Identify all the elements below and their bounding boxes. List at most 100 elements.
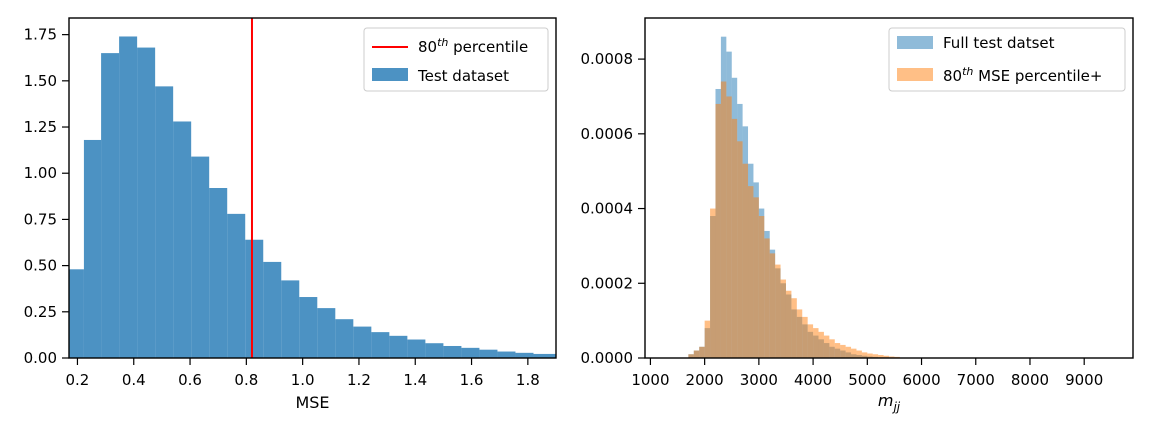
histogram-bar: [769, 253, 776, 358]
y-tick-label: 1.25: [24, 118, 57, 136]
legend-label: 80th percentile: [418, 36, 528, 56]
histogram-bar: [263, 261, 282, 358]
x-tick-label: 7000: [957, 371, 995, 389]
histogram-bar: [807, 324, 814, 358]
histogram-bar: [137, 47, 156, 358]
histogram-bar: [389, 335, 408, 358]
histogram-bar: [872, 354, 879, 358]
histogram-bar: [775, 264, 781, 358]
y-tick-label: 1.50: [24, 72, 57, 90]
legend-label: 80th MSE percentile+: [943, 65, 1102, 85]
x-tick-label: 1.4: [403, 371, 427, 389]
x-tick-label: 1.0: [291, 371, 315, 389]
x-axis-ticks: 1000 2000 3000 4000 5000 6000 7000 8000 9000: [631, 358, 1103, 389]
histogram-bar: [497, 351, 516, 358]
histogram-bar: [693, 350, 700, 358]
x-tick-label: 3000: [740, 371, 778, 389]
x-tick-label: 8000: [1011, 371, 1049, 389]
histogram-bar: [155, 86, 174, 358]
x-tick-label: 4000: [794, 371, 832, 389]
mse-histogram-panel: 0.2 0.4 0.6 0.8 1.0 1.2 1.4 1.6 1.8 0.00 0.25 0.50…: [24, 17, 557, 412]
histogram-bar: [715, 103, 721, 358]
histogram-bar: [191, 156, 210, 358]
legend-label: Test dataset: [417, 67, 509, 85]
histogram-bar: [710, 208, 716, 358]
y-axis-ticks: 0.0000 0.0002 0.0004 0.0006 0.0008: [581, 50, 645, 367]
x-axis-label: MSE: [295, 393, 329, 412]
histogram-bar: [443, 345, 462, 358]
y-tick-label: 1.00: [24, 164, 57, 182]
y-tick-label: 0.0000: [581, 349, 634, 367]
legend-label-rest: MSE percentile+: [973, 67, 1102, 85]
legend-box: [363, 27, 549, 92]
legend-patch-swatch: [897, 68, 933, 81]
legend: 80th percentile Test dataset: [363, 27, 549, 92]
histogram-bar: [861, 352, 868, 358]
legend-patch-swatch: [372, 68, 408, 81]
histogram-bar: [101, 53, 120, 358]
histogram-bar: [335, 319, 354, 358]
legend-label-sup: th: [437, 36, 448, 49]
histogram-bar: [83, 139, 102, 358]
histogram-bar: [764, 238, 770, 358]
histogram-bar: [823, 335, 830, 358]
histogram-bar: [227, 213, 246, 358]
histogram-bar: [731, 118, 738, 358]
histogram-bar: [209, 188, 228, 358]
y-tick-label: 0.50: [24, 257, 57, 275]
histogram-bar: [407, 339, 426, 358]
histogram-bar: [726, 96, 732, 358]
y-tick-label: 0.0002: [581, 274, 634, 292]
histogram-bar: [802, 316, 808, 358]
histogram-bar: [281, 280, 300, 358]
histogram-bar: [883, 355, 889, 358]
histogram-bar: [785, 290, 792, 358]
x-axis-label-sub: jj: [891, 400, 900, 414]
histogram-bar: [245, 239, 264, 358]
x-tick-label: 2000: [686, 371, 724, 389]
x-tick-label: 0.4: [122, 371, 146, 389]
x-tick-label: 9000: [1065, 371, 1103, 389]
histogram-bar: [851, 348, 857, 358]
histogram-bar: [353, 326, 372, 358]
mjj-histogram-panel: 1000 2000 3000 4000 5000 6000 7000 8000 9000 0.0…: [581, 17, 1134, 414]
legend-label-rest: percentile: [448, 38, 528, 56]
histogram-bar: [780, 279, 786, 358]
mse-bars: [69, 36, 556, 358]
histogram-bar: [748, 186, 754, 358]
y-tick-label: 0.0006: [581, 125, 634, 143]
histogram-bar: [829, 339, 835, 358]
histogram-bar: [479, 349, 498, 358]
histogram-bar: [299, 297, 318, 358]
histogram-bar: [119, 36, 138, 358]
x-axis-ticks: 0.2 0.4 0.6 0.8 1.0 1.2 1.4 1.6 1.8: [66, 358, 540, 389]
x-tick-label: 1.2: [347, 371, 371, 389]
histogram-bar: [704, 320, 711, 358]
histogram-bar: [813, 328, 819, 358]
histogram-bar: [533, 353, 556, 358]
plot-frame: [644, 17, 1134, 359]
histogram-bar: [840, 344, 846, 358]
x-tick-label: 0.2: [66, 371, 90, 389]
histogram-bar: [753, 197, 759, 358]
plot-frame: [68, 17, 557, 359]
x-axis-label: mjj: [878, 391, 901, 414]
histogram-bar: [796, 309, 803, 358]
x-tick-label: 1.8: [516, 371, 540, 389]
legend-patch-swatch: [897, 36, 933, 49]
y-tick-label: 0.75: [24, 210, 57, 228]
legend-label-main: 80: [418, 38, 437, 56]
x-tick-label: 1000: [631, 371, 669, 389]
histogram-bar: [878, 355, 884, 358]
histogram-bar: [461, 347, 480, 358]
x-tick-label: 0.6: [178, 371, 202, 389]
y-tick-label: 0.0008: [581, 50, 634, 68]
histogram-bar: [867, 353, 873, 358]
histogram-bar: [699, 346, 705, 358]
y-tick-label: 0.25: [24, 303, 57, 321]
x-tick-label: 1.6: [460, 371, 484, 389]
histogram-bar: [791, 298, 797, 358]
histogram-bar: [173, 121, 192, 358]
x-axis-label-main: m: [878, 391, 894, 410]
